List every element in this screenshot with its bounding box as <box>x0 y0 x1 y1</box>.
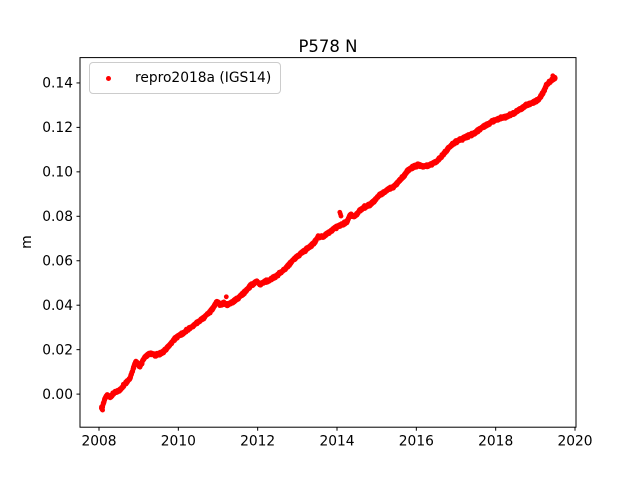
x-tick-label: 2008 <box>81 434 116 450</box>
x-tick-label: 2016 <box>399 434 434 450</box>
y-tick-label: 0.06 <box>42 254 73 270</box>
x-tick-label: 2020 <box>557 434 592 450</box>
legend-series-label: repro2018a (IGS14) <box>135 70 272 86</box>
y-tick-label: 0.00 <box>42 387 73 403</box>
x-tick-label: 2018 <box>478 434 513 450</box>
y-tick-label: 0.04 <box>42 298 73 314</box>
y-tick-label: 0.12 <box>42 120 73 136</box>
chart-title: P578 N <box>298 37 358 56</box>
x-tick-label: 2014 <box>319 434 354 450</box>
y-tick-label: 0.10 <box>42 165 73 181</box>
y-tick-label: 0.02 <box>42 342 73 358</box>
legend-dot-marker-icon <box>106 75 111 81</box>
axes-frame <box>79 57 577 428</box>
x-tick-label: 2012 <box>240 434 275 450</box>
legend: repro2018a (IGS14) <box>89 62 281 94</box>
scatter-series <box>99 73 558 413</box>
y-tick-label: 0.08 <box>42 209 73 225</box>
y-axis-label: m <box>19 235 35 249</box>
x-tick-label: 2010 <box>161 434 196 450</box>
y-tick-label: 0.14 <box>42 76 73 92</box>
